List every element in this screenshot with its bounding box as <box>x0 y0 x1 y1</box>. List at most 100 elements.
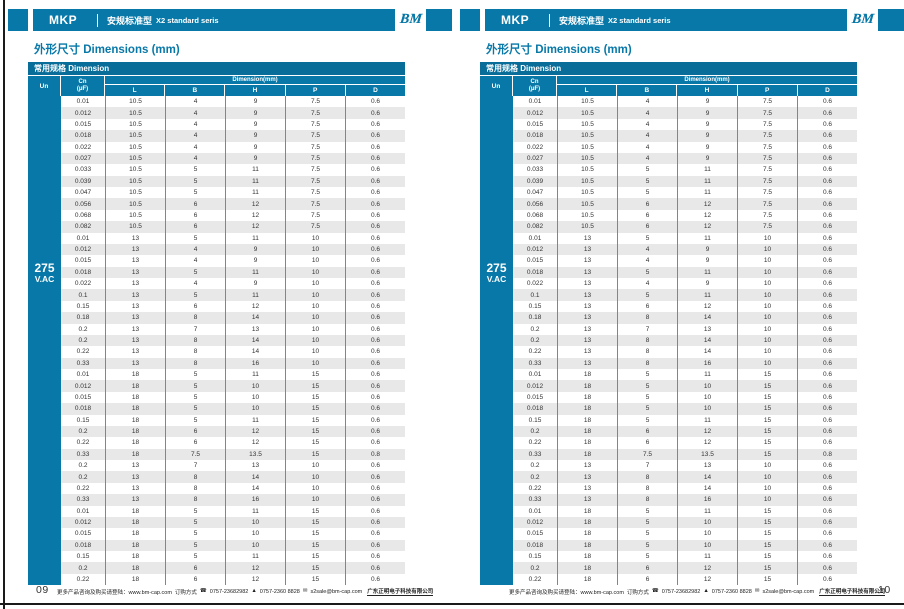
cell-dimension: 12 <box>225 198 285 210</box>
cell-dimension: 15 <box>285 562 345 574</box>
cell-capacitance: 0.18 <box>528 314 542 322</box>
cell-dimension: 15 <box>285 414 345 426</box>
cell-dimension: 0.6 <box>797 505 857 517</box>
table-row: 0.2 13 8 14 10 0.6 <box>513 334 857 347</box>
cell-dimension: 11 <box>225 289 285 301</box>
table-row: 0.068 10.5 6 12 7.5 0.6 <box>61 209 405 222</box>
cell-dimension: 0.6 <box>345 209 405 222</box>
cell-dimension: 0.6 <box>345 539 405 551</box>
cell-dimension: 7.5 <box>737 130 797 142</box>
cell-dimension: 18 <box>557 562 617 574</box>
table-row: 0.022 13 4 9 10 0.6 <box>61 278 405 290</box>
table-row: 0.047 10.5 5 11 7.5 0.6 <box>513 187 857 199</box>
cell-dimension: 6 <box>617 562 677 574</box>
cell-dimension: 16 <box>677 494 737 506</box>
cell-dimension: 10 <box>225 516 285 529</box>
cell-dimension: 18 <box>105 391 165 404</box>
table-row: 0.33 18 7.5 13.5 15 0.8 <box>61 448 405 460</box>
cell-dimension: 5 <box>617 289 677 301</box>
cell-dimension: 7.5 <box>285 221 345 233</box>
cell-dimension: 0.6 <box>797 130 857 142</box>
column-header-h: H <box>224 85 284 96</box>
cell-dimension: 10.5 <box>557 96 617 108</box>
cell-dimension: 0.6 <box>345 516 405 529</box>
cell-dimension: 11 <box>225 551 285 563</box>
cell-dimension: 9 <box>677 130 737 142</box>
cell-capacitance: 0.33 <box>76 450 90 458</box>
cell-dimension: 5 <box>165 164 225 176</box>
cell-dimension: 0.6 <box>797 118 857 131</box>
cell-dimension: 15 <box>285 403 345 415</box>
footer-phone2: 0757-2360 8828 <box>711 588 752 595</box>
cell-dimension: 6 <box>617 437 677 449</box>
cell-capacitance: 0.2 <box>530 428 540 436</box>
cell-dimension: 4 <box>165 243 225 256</box>
cell-dimension: 5 <box>165 380 225 392</box>
cell-dimension: 15 <box>285 505 345 517</box>
cell-dimension: 18 <box>557 573 617 586</box>
cell-dimension: 10 <box>285 266 345 278</box>
cell-dimension: 10 <box>737 494 797 506</box>
cell-dimension: 10.5 <box>557 175 617 187</box>
cell-dimension: 13 <box>105 471 165 483</box>
cell-capacitance: 0.01 <box>528 507 542 515</box>
cell-dimension: 5 <box>617 516 677 529</box>
column-header-l: L <box>132 87 137 94</box>
cell-dimension: 0.6 <box>797 175 857 187</box>
cell-dimension: 11 <box>225 369 285 381</box>
cell-dimension: 4 <box>617 278 677 290</box>
cell-dimension: 6 <box>165 573 225 586</box>
cell-dimension: 0.8 <box>797 448 857 460</box>
cell-capacitance: 0.2 <box>530 462 540 470</box>
cell-dimension: 10 <box>285 255 345 267</box>
page-footer: 10 更多产品咨询及购买请登陆：www.bm-cap.com 订购方式 ☎ 07… <box>452 584 904 600</box>
cell-dimension: 10.5 <box>557 198 617 210</box>
cell-dimension: 10.5 <box>105 221 165 233</box>
cell-dimension: 0.6 <box>345 187 405 199</box>
cell-capacitance: 0.2 <box>530 473 540 481</box>
header-bar: MKP 安规标准型 X2 standard seris <box>485 9 847 31</box>
cell-capacitance: 0.012 <box>526 109 544 117</box>
cell-dimension: 12 <box>225 562 285 574</box>
cell-dimension: 13 <box>557 266 617 278</box>
cell-capacitance: 0.01 <box>528 234 542 242</box>
table-row: 0.15 18 5 11 15 0.6 <box>513 551 857 563</box>
cell-capacitance: 0.018 <box>526 268 544 276</box>
cell-dimension: 0.6 <box>797 539 857 551</box>
cell-dimension: 0.6 <box>797 573 857 586</box>
cell-dimension: 5 <box>617 380 677 392</box>
cell-dimension: 10 <box>737 312 797 324</box>
cell-dimension: 13 <box>105 232 165 244</box>
cell-dimension: 5 <box>617 369 677 381</box>
table-row: 0.068 10.5 6 12 7.5 0.6 <box>513 209 857 222</box>
cell-capacitance: 0.015 <box>526 257 544 265</box>
cell-dimension: 10.5 <box>105 152 165 165</box>
cell-dimension: 0.6 <box>797 516 857 529</box>
table-header: Un Cn (μF) Dimension(mm) L B H P D <box>480 75 857 96</box>
cell-dimension: 15 <box>737 528 797 540</box>
cell-dimension: 8 <box>165 482 225 495</box>
cell-dimension: 5 <box>165 551 225 563</box>
table-row: 0.082 10.5 6 12 7.5 0.6 <box>61 221 405 233</box>
cell-dimension: 5 <box>617 528 677 540</box>
cell-dimension: 7.5 <box>737 209 797 222</box>
cell-capacitance: 0.01 <box>76 507 90 515</box>
cell-dimension: 0.6 <box>797 300 857 313</box>
footer-phone2: 0757-2360 8828 <box>259 588 300 595</box>
mail-icon: ✉ <box>302 587 308 594</box>
cell-dimension: 6 <box>165 300 225 313</box>
cell-dimension: 6 <box>165 425 225 438</box>
series-subtitle-cn: 安规标准型 <box>107 15 153 26</box>
column-header-d: D <box>344 85 405 96</box>
column-header-un: Un <box>28 76 61 96</box>
cell-dimension: 9 <box>225 107 285 119</box>
cell-dimension: 10 <box>677 528 737 540</box>
cell-capacitance: 0.2 <box>78 428 88 436</box>
cell-dimension: 5 <box>165 516 225 529</box>
cell-dimension: 10.5 <box>557 152 617 165</box>
cell-dimension: 0.6 <box>797 198 857 210</box>
table-row: 0.2 13 8 14 10 0.6 <box>61 334 405 347</box>
cell-dimension: 0.6 <box>345 380 405 392</box>
cell-dimension: 11 <box>225 164 285 176</box>
